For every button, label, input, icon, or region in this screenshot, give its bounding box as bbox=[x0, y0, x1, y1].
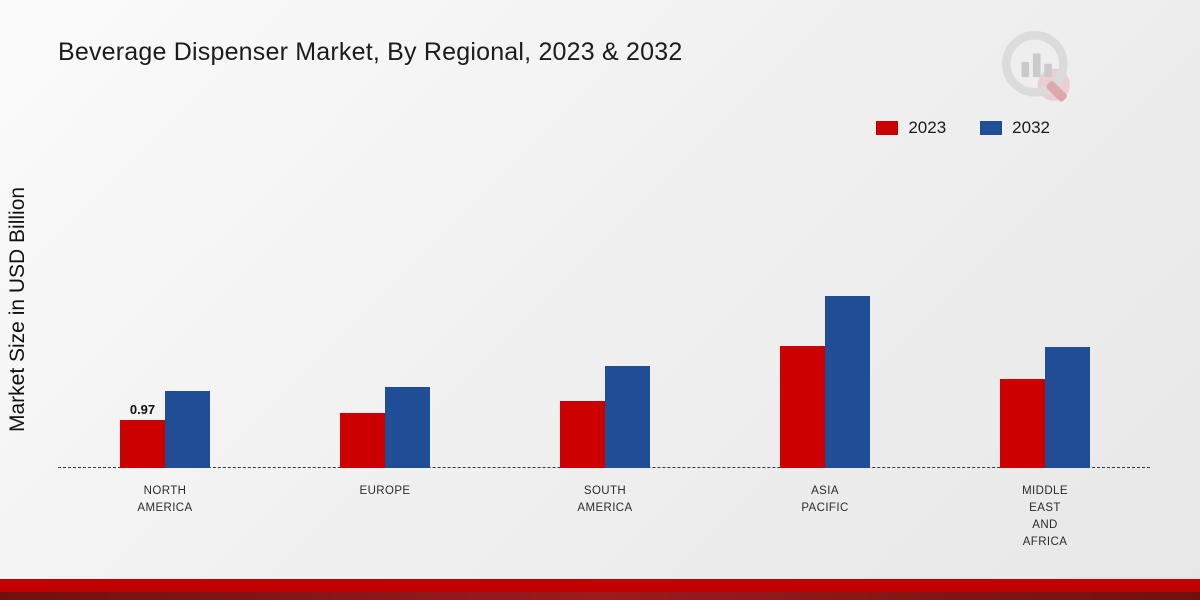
bar-2032-europe bbox=[385, 387, 430, 468]
bar-pair bbox=[1000, 347, 1090, 468]
footer-red-strip bbox=[0, 579, 1200, 592]
legend-item-2032: 2032 bbox=[980, 118, 1050, 138]
bar-2032-middle-east-and-africa bbox=[1045, 347, 1090, 468]
legend-swatch-2023 bbox=[876, 121, 899, 135]
bar-group: SOUTH AMERICA bbox=[495, 288, 715, 514]
bar-2032-north-america bbox=[165, 390, 210, 468]
bar-2023-asia-pacific bbox=[780, 345, 825, 468]
plot-area: 0.97 NORTH AMERICA EUROPE SOUTH AMERICA ASIA PA… bbox=[55, 288, 1155, 548]
bar-2023-north-america: 0.97 bbox=[120, 402, 165, 468]
footer-dark-strip bbox=[0, 592, 1200, 600]
legend-label-2032: 2032 bbox=[1012, 118, 1050, 137]
legend-item-2023: 2023 bbox=[876, 118, 946, 138]
bar-group: MIDDLE EAST AND AFRICA bbox=[935, 288, 1155, 548]
bar-pair: 0.97 bbox=[120, 390, 210, 468]
y-axis-label: Market Size in USD Billion bbox=[6, 186, 29, 432]
legend-label-2023: 2023 bbox=[908, 118, 947, 137]
bar-value-label: 0.97 bbox=[129, 401, 156, 417]
category-label: NORTH AMERICA bbox=[137, 485, 193, 514]
bar-pair bbox=[780, 295, 870, 468]
category-label: ASIA PACIFIC bbox=[801, 485, 849, 514]
bar-2032-south-america bbox=[605, 365, 650, 468]
bar-group: EUROPE bbox=[275, 288, 495, 497]
category-label: EUROPE bbox=[359, 485, 411, 497]
bar-2023-south-america bbox=[560, 400, 605, 468]
brand-watermark-logo-icon bbox=[993, 22, 1088, 122]
bar-group: ASIA PACIFIC bbox=[715, 288, 935, 514]
bar-group: 0.97 NORTH AMERICA bbox=[55, 288, 275, 514]
legend: 2023 2032 bbox=[876, 118, 1050, 138]
bar-pair bbox=[340, 387, 430, 468]
bar-2032-asia-pacific bbox=[825, 295, 870, 468]
bar-2023-europe bbox=[340, 413, 385, 468]
category-label: SOUTH AMERICA bbox=[577, 485, 633, 514]
bar-pair bbox=[560, 365, 650, 468]
bar-2023-middle-east-and-africa bbox=[1000, 379, 1045, 468]
legend-swatch-2032 bbox=[980, 121, 1003, 135]
category-label: MIDDLE EAST AND AFRICA bbox=[1022, 485, 1068, 548]
chart-title: Beverage Dispenser Market, By Regional, … bbox=[58, 38, 683, 66]
